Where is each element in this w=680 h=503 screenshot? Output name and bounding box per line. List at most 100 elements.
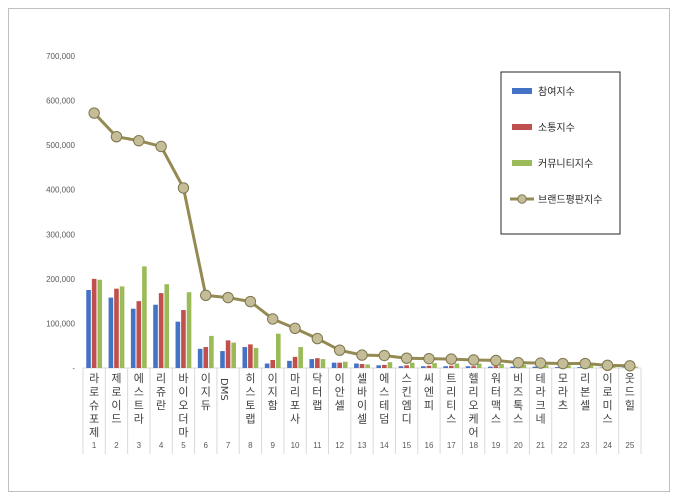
y-tick-label: 600,000 <box>46 97 75 106</box>
brand-reputation-point-19 <box>490 354 502 367</box>
bar-1-13 <box>359 363 365 368</box>
brand-reputation-point-13 <box>356 349 368 361</box>
bar-0-21 <box>532 366 538 368</box>
bar-2-13 <box>365 364 370 368</box>
y-tick-label: - <box>72 364 75 373</box>
bar-1-3 <box>136 301 142 368</box>
brand-reputation-point-9 <box>267 313 279 325</box>
brand-reputation-point-24 <box>601 359 614 372</box>
bar-2-11 <box>320 359 326 368</box>
bar-2-6 <box>209 335 214 368</box>
bar-1-12 <box>337 362 342 368</box>
bar-2-20 <box>521 364 527 368</box>
bar-1-9 <box>270 359 276 368</box>
rank-number-8: 8 <box>248 441 253 450</box>
bar-0-6 <box>197 348 203 368</box>
bar-0-1 <box>86 290 91 368</box>
legend-swatch-1 <box>512 88 532 94</box>
bar-0-8 <box>242 347 248 368</box>
rank-number-24: 24 <box>603 441 612 450</box>
legend-swatch-2 <box>512 124 532 130</box>
bar-0-23 <box>577 367 582 368</box>
brand-reputation-point-4 <box>155 140 167 153</box>
rank-number-16: 16 <box>425 441 434 450</box>
bar-1-6 <box>203 347 209 368</box>
brand-reputation-point-22 <box>557 357 569 370</box>
bar-2-8 <box>253 347 259 368</box>
bar-2-17 <box>454 363 460 368</box>
brand-reputation-point-23 <box>579 357 591 370</box>
rank-number-25: 25 <box>625 441 634 450</box>
rank-number-4: 4 <box>159 441 164 450</box>
bar-0-4 <box>153 304 158 368</box>
rank-number-15: 15 <box>402 441 411 450</box>
legend-label-1: 참여지수 <box>538 86 575 98</box>
legend-label-3: 커뮤니티지수 <box>538 158 593 170</box>
rank-number-9: 9 <box>270 441 275 450</box>
brand-reputation-point-12 <box>333 344 346 356</box>
rank-number-12: 12 <box>335 441 344 450</box>
bar-0-2 <box>108 297 114 368</box>
rank-number-22: 22 <box>558 441 567 450</box>
category-label-7: DMS <box>218 378 229 401</box>
brand-reputation-point-8 <box>244 295 257 308</box>
bar-1-8 <box>248 344 253 368</box>
bar-1-7 <box>225 340 231 368</box>
brand-reputation-point-3 <box>133 134 145 147</box>
bar-2-24 <box>610 366 616 368</box>
bar-2-18 <box>476 363 482 368</box>
chart-frame: - 100,000 200,000 300,000 400,000 500,000 600,… <box>8 8 670 492</box>
bar-1-18 <box>471 366 476 368</box>
brand-reputation-point-2 <box>110 130 123 143</box>
bar-1-16 <box>426 365 432 368</box>
rank-number-6: 6 <box>204 441 209 450</box>
y-tick-label: 300,000 <box>46 230 75 239</box>
bar-0-13 <box>354 363 359 368</box>
brand-reputation-point-15 <box>400 352 413 364</box>
bar-2-5 <box>186 292 192 368</box>
bar-1-17 <box>448 365 454 368</box>
bar-2-2 <box>119 286 125 368</box>
bar-2-23 <box>588 365 594 368</box>
bar-2-3 <box>142 266 147 368</box>
y-tick-label: 700,000 <box>46 52 75 61</box>
rank-number-1: 1 <box>92 441 97 450</box>
bar-0-16 <box>421 366 426 368</box>
bar-0-15 <box>398 366 404 368</box>
bar-2-22 <box>566 365 571 368</box>
rank-number-18: 18 <box>469 441 478 450</box>
rank-number-17: 17 <box>447 441 456 450</box>
bar-2-25 <box>633 366 638 368</box>
rank-number-2: 2 <box>114 441 119 450</box>
rank-number-23: 23 <box>581 441 590 450</box>
brand-reputation-point-6 <box>200 289 212 302</box>
bar-2-4 <box>164 284 170 368</box>
rank-number-5: 5 <box>181 441 186 450</box>
bar-2-7 <box>231 342 236 368</box>
y-tick-label: 200,000 <box>46 275 75 284</box>
bar-0-18 <box>465 366 471 368</box>
brand-reputation-point-14 <box>378 349 391 362</box>
y-tick-label: 400,000 <box>46 186 75 195</box>
legend-box <box>500 71 621 235</box>
legend-swatch-3 <box>512 160 532 166</box>
bar-0-3 <box>130 308 136 368</box>
rank-number-21: 21 <box>536 441 545 450</box>
